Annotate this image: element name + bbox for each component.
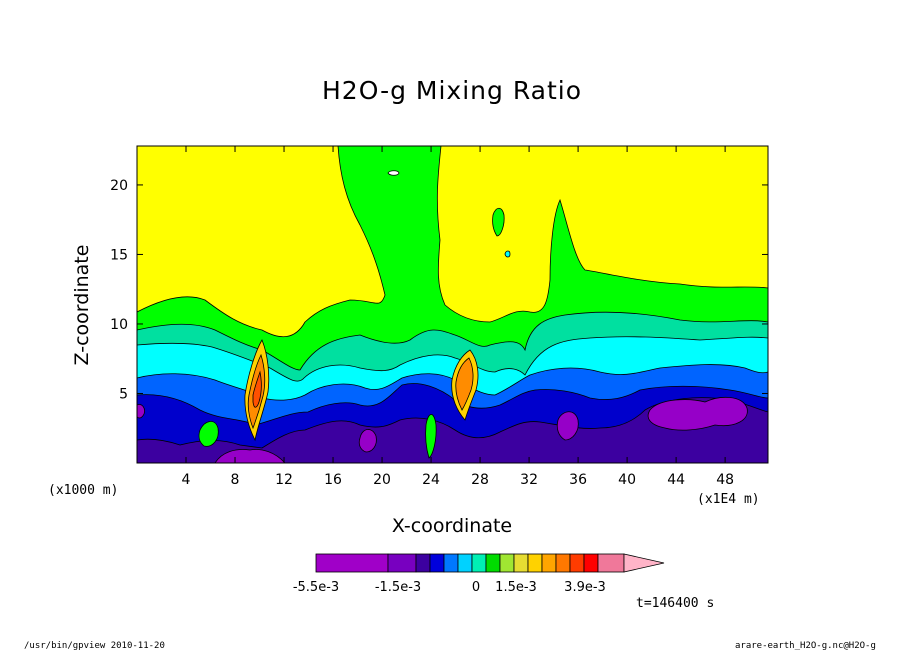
colorbar-swatch <box>415 553 431 573</box>
band-purple-right <box>647 396 748 431</box>
x-tick-label: 44 <box>667 472 685 488</box>
x-tick-label: 48 <box>716 472 734 488</box>
colorbar-swatch <box>457 553 473 573</box>
y-tick-label: 10 <box>110 317 128 333</box>
x-tick-label: 28 <box>471 472 489 488</box>
x-unit-label: (x1000 m) <box>48 483 119 498</box>
x-axis-label: X-coordinate <box>391 515 513 537</box>
colorbar-swatch <box>387 553 417 573</box>
x-tick-label: 20 <box>373 472 391 488</box>
x-tick-label: 32 <box>520 472 538 488</box>
footer-program: /usr/bin/gpview 2010-11-20 <box>24 641 165 651</box>
colorbar-label: 3.9e-3 <box>564 580 606 595</box>
x-tick-label: 24 <box>422 472 440 488</box>
colorbar-swatch <box>583 553 599 573</box>
y-tick-label: 15 <box>110 247 128 263</box>
colorbar-label: -1.5e-3 <box>375 580 421 595</box>
plume-left-inner <box>252 370 262 408</box>
colorbar-swatch <box>527 553 543 573</box>
colorbar-label: 0 <box>472 580 480 595</box>
x-tick-label: 8 <box>231 472 240 488</box>
patch-left-low <box>198 421 219 447</box>
colorbar-swatch <box>429 553 445 573</box>
y-axis-label: Z-coordinate <box>71 244 93 366</box>
x-tick-label: 36 <box>569 472 587 488</box>
x-tick-label: 4 <box>182 472 191 488</box>
colorbar-swatch <box>443 553 459 573</box>
colorbar-swatch <box>541 553 557 573</box>
x-tick-label: 40 <box>618 472 636 488</box>
colorbar-swatch <box>569 553 585 573</box>
chart-title: H2O-g Mixing Ratio <box>321 76 583 105</box>
plot-frame <box>136 145 769 464</box>
colorbar-label: 1.5e-3 <box>495 580 537 595</box>
band-purple-left <box>358 429 377 453</box>
band-purple-mid <box>556 411 579 441</box>
colorbar: -5.5e-3 -1.5e-3 0 1.5e-3 3.9e-3 <box>293 553 665 595</box>
x-scale-label: (x1E4 m) <box>697 492 760 507</box>
y-axis: 5 10 15 20 <box>110 178 768 402</box>
x-axis: 4 8 12 16 20 24 28 32 36 40 44 48 <box>182 146 734 488</box>
x-tick-label: 12 <box>275 472 293 488</box>
colorbar-swatch <box>485 553 501 573</box>
colorbar-swatch <box>471 553 487 573</box>
patch-center-low <box>425 414 437 459</box>
timestamp-label: t=146400 s <box>636 596 715 611</box>
y-tick-label: 5 <box>119 386 128 402</box>
band-purple-bottom <box>214 449 286 463</box>
colorbar-swatch <box>555 553 571 573</box>
y-tick-label: 20 <box>110 178 128 194</box>
colorbar-swatch <box>513 553 529 573</box>
colorbar-swatch <box>499 553 515 573</box>
patch-small-top <box>387 170 400 176</box>
colorbar-label: -5.5e-3 <box>293 580 339 595</box>
plume-right-core <box>455 357 474 411</box>
colorbar-swatch <box>315 553 389 573</box>
x-tick-label: 16 <box>324 472 342 488</box>
footer-source: arare-earth_H2O-g.nc@H2O-g <box>735 641 876 651</box>
contour-field <box>137 146 768 463</box>
colorbar-swatch <box>597 553 625 573</box>
band-green-island <box>492 207 505 237</box>
colorbar-arrow <box>623 553 665 573</box>
patch-small-cyan <box>504 250 511 258</box>
